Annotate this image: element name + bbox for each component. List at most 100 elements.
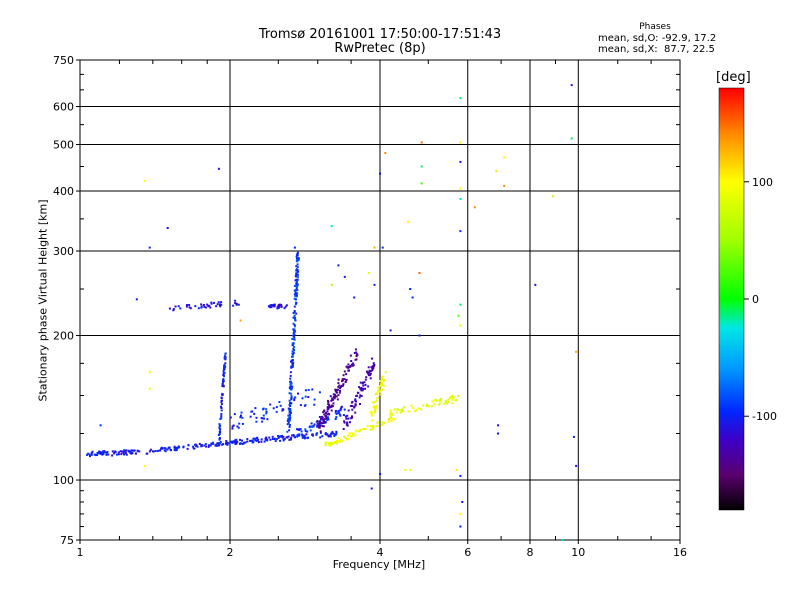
data-point — [461, 501, 464, 503]
data-point — [288, 426, 291, 428]
data-point — [321, 422, 324, 425]
data-point — [251, 439, 254, 442]
data-point — [375, 393, 378, 396]
data-point — [289, 410, 291, 413]
data-point — [289, 374, 292, 377]
data-point — [379, 393, 382, 396]
data-point — [310, 422, 313, 425]
data-point — [371, 357, 373, 360]
data-point — [282, 439, 285, 442]
data-point — [234, 302, 237, 305]
data-point — [337, 382, 340, 385]
data-point — [366, 370, 368, 373]
data-point — [293, 246, 296, 249]
data-point — [219, 440, 222, 443]
data-point — [111, 454, 114, 457]
data-point — [231, 425, 234, 428]
data-point — [254, 437, 257, 440]
data-point — [87, 452, 90, 455]
data-point — [347, 366, 350, 369]
data-point — [332, 398, 335, 401]
data-point — [204, 306, 207, 309]
data-point — [375, 425, 378, 428]
data-point — [342, 384, 344, 387]
data-point — [280, 305, 283, 308]
data-point — [287, 435, 290, 438]
data-point — [332, 396, 335, 399]
data-point — [358, 430, 361, 433]
data-point — [131, 452, 134, 455]
data-point — [93, 453, 96, 456]
data-point — [275, 438, 278, 441]
data-point — [221, 443, 224, 446]
data-point — [217, 301, 220, 304]
data-point — [369, 425, 372, 428]
data-point — [418, 334, 421, 337]
data-point — [293, 305, 296, 308]
data-point — [273, 305, 276, 308]
data-point — [264, 438, 267, 441]
data-point — [214, 444, 217, 447]
data-point — [241, 422, 244, 425]
data-point — [290, 397, 293, 400]
data-point — [210, 301, 213, 304]
data-point — [173, 448, 176, 451]
data-point — [186, 304, 188, 307]
data-point — [459, 187, 462, 190]
data-point — [356, 353, 359, 356]
data-point — [218, 437, 221, 439]
data-point — [359, 381, 362, 384]
data-point — [293, 349, 296, 352]
data-point — [287, 421, 290, 424]
data-point — [327, 413, 330, 416]
data-point — [288, 403, 291, 406]
data-point — [220, 409, 223, 412]
data-point — [372, 406, 375, 409]
data-point — [278, 401, 281, 403]
data-point — [572, 435, 575, 438]
data-point — [344, 415, 347, 418]
colorbar-tick-label: -100 — [752, 410, 777, 423]
data-point — [393, 408, 396, 411]
data-point — [295, 268, 298, 271]
data-point — [239, 319, 242, 322]
data-point — [309, 429, 312, 432]
data-point — [235, 438, 238, 441]
data-point — [234, 299, 237, 302]
data-point — [296, 273, 299, 276]
data-point — [219, 428, 222, 431]
data-point — [293, 328, 296, 331]
data-point — [295, 273, 298, 276]
data-point — [420, 141, 423, 144]
data-point — [408, 410, 411, 413]
data-point — [351, 400, 354, 403]
data-point — [304, 436, 307, 439]
y-tick-label: 100 — [53, 474, 74, 487]
data-point — [431, 400, 434, 403]
data-point — [418, 272, 421, 274]
data-point — [292, 316, 295, 319]
data-point — [319, 431, 322, 434]
data-point — [570, 84, 573, 87]
data-point — [103, 450, 106, 453]
data-point — [288, 416, 291, 419]
data-point — [342, 383, 345, 386]
data-point — [242, 442, 245, 445]
data-point — [361, 388, 364, 391]
data-point — [454, 399, 457, 402]
data-point — [323, 409, 326, 412]
data-point — [164, 447, 167, 450]
data-point — [333, 397, 336, 400]
data-point — [239, 438, 241, 441]
data-point — [226, 443, 229, 446]
data-point — [374, 407, 377, 410]
data-point — [409, 288, 412, 290]
data-point — [401, 410, 404, 412]
data-point — [371, 419, 374, 422]
data-point — [198, 442, 201, 445]
data-point — [289, 438, 292, 441]
data-point — [307, 396, 310, 398]
data-point — [253, 438, 256, 440]
data-point — [362, 427, 365, 430]
data-point — [324, 441, 327, 444]
